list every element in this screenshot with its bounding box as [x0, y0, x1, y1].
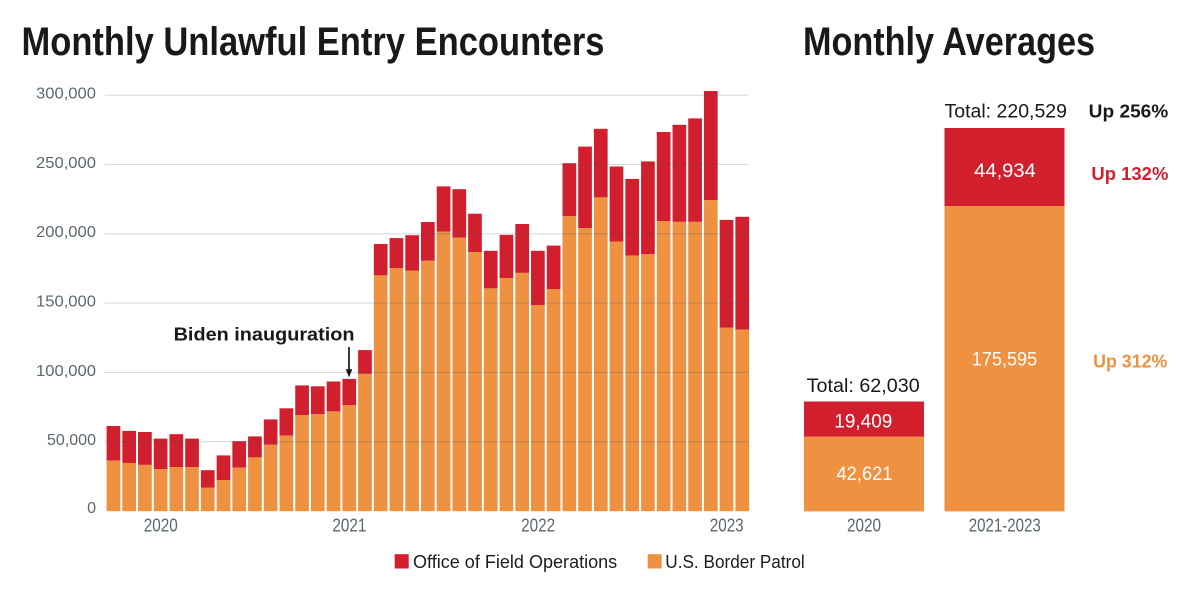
svg-text:250,000: 250,000: [36, 155, 96, 172]
svg-text:Monthly Unlawful Entry Encount: Monthly Unlawful Entry Encounters: [22, 20, 605, 64]
svg-text:200,000: 200,000: [36, 224, 96, 241]
svg-text:Total: 220,529: Total: 220,529: [945, 102, 1068, 123]
svg-text:2023: 2023: [710, 515, 744, 535]
svg-text:19,409: 19,409: [834, 410, 892, 432]
svg-text:2020: 2020: [144, 515, 178, 535]
svg-text:Office of Field Operations: Office of Field Operations: [413, 552, 617, 572]
svg-text:Up 132%: Up 132%: [1091, 163, 1168, 184]
svg-text:2021-2023: 2021-2023: [969, 515, 1041, 535]
svg-text:150,000: 150,000: [36, 294, 96, 311]
svg-text:50,000: 50,000: [47, 432, 96, 449]
svg-text:Biden inauguration: Biden inauguration: [174, 324, 355, 344]
svg-text:0: 0: [87, 500, 96, 517]
svg-text:Up 256%: Up 256%: [1089, 101, 1169, 122]
svg-text:175,595: 175,595: [972, 349, 1037, 371]
svg-text:2020: 2020: [847, 515, 881, 535]
svg-text:100,000: 100,000: [36, 363, 96, 380]
svg-text:Monthly Averages: Monthly Averages: [803, 20, 1095, 64]
svg-text:44,934: 44,934: [974, 160, 1036, 182]
svg-text:300,000: 300,000: [36, 86, 96, 103]
svg-text:2021: 2021: [332, 515, 366, 535]
svg-text:42,621: 42,621: [837, 463, 893, 485]
svg-text:Total: 62,030: Total: 62,030: [807, 376, 920, 397]
svg-text:2022: 2022: [521, 515, 555, 535]
svg-text:U.S. Border Patrol: U.S. Border Patrol: [665, 552, 804, 572]
svg-text:Up 312%: Up 312%: [1093, 351, 1167, 372]
